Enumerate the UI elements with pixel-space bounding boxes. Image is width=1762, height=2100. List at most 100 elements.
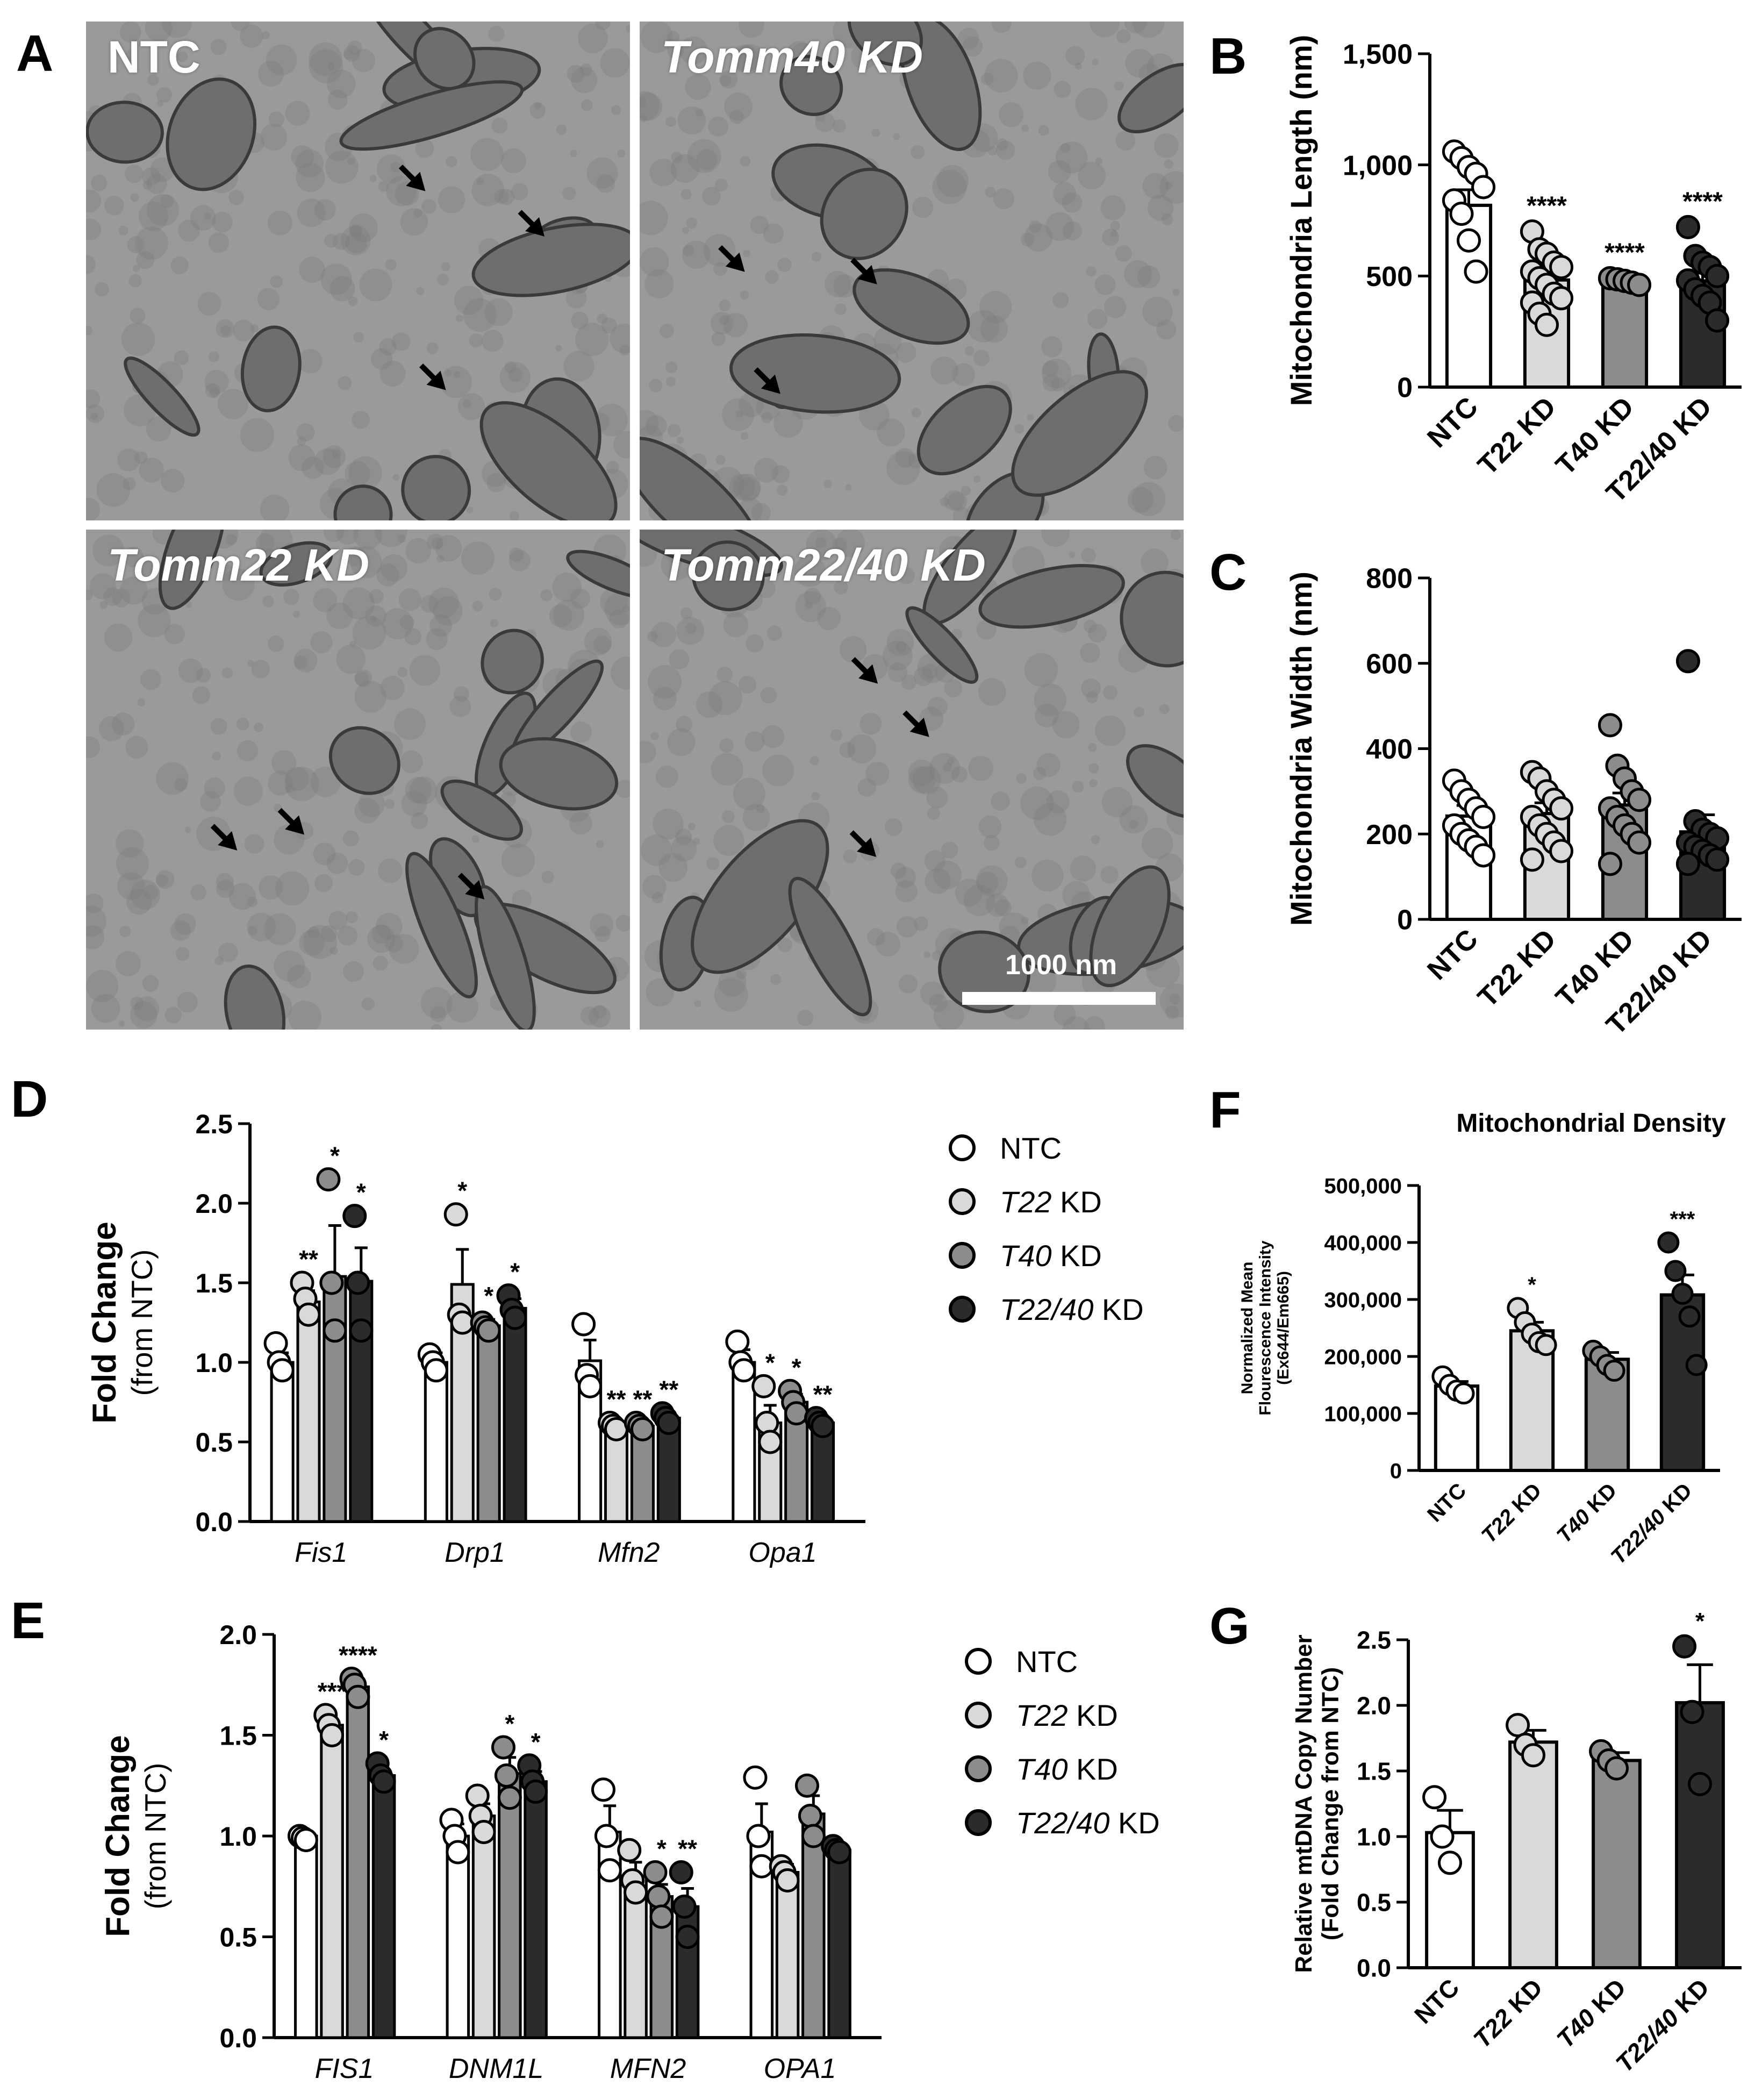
- significance-label: *: [1528, 1273, 1536, 1297]
- texture-blob: [127, 236, 145, 254]
- texture-blob: [104, 196, 124, 216]
- texture-blob: [86, 326, 93, 335]
- texture-blob: [976, 865, 1008, 897]
- texture-blob: [896, 342, 916, 363]
- micrograph-label-tomm22-kd: Tomm22 KD: [108, 540, 369, 590]
- texture-blob: [999, 912, 1029, 942]
- significance-label: **: [299, 1245, 318, 1273]
- texture-blob: [1094, 274, 1116, 296]
- data-point: [1664, 1260, 1687, 1282]
- texture-blob: [240, 418, 275, 452]
- texture-blob: [1088, 763, 1099, 774]
- data-point: [1605, 1756, 1629, 1781]
- texture-blob: [358, 790, 385, 818]
- texture-blob: [103, 587, 122, 606]
- texture-blob: [389, 934, 419, 964]
- arrow-head-icon: [465, 880, 485, 899]
- texture-blob: [595, 404, 628, 437]
- texture-blob: [944, 679, 963, 698]
- data-point: [725, 1330, 750, 1354]
- texture-blob: [733, 473, 761, 502]
- texture-blob: [1125, 48, 1155, 78]
- texture-blob: [1034, 803, 1067, 836]
- texture-blob: [640, 97, 647, 109]
- texture-blob: [600, 48, 630, 78]
- texture-blob: [139, 458, 164, 483]
- texture-blob: [647, 631, 658, 642]
- texture-blob: [609, 609, 629, 628]
- texture-blob: [913, 666, 934, 687]
- texture-blob: [345, 461, 370, 487]
- data-point: [656, 1410, 681, 1435]
- bar: [323, 1275, 347, 1523]
- texture-blob: [438, 186, 465, 213]
- texture-blob: [463, 298, 497, 332]
- texture-blob: [682, 240, 711, 269]
- texture-blob: [845, 484, 852, 491]
- texture-blob: [405, 538, 431, 564]
- texture-blob: [1016, 773, 1027, 784]
- texture-blob: [595, 22, 611, 30]
- texture-blob: [1147, 195, 1174, 221]
- arrow-head-icon: [218, 831, 238, 851]
- texture-blob: [1095, 715, 1126, 746]
- panel-letter-e: E: [11, 1592, 46, 1649]
- texture-blob: [776, 484, 788, 496]
- texture-blob: [1036, 753, 1061, 777]
- data-point: [784, 1401, 809, 1426]
- data-point: [270, 1358, 295, 1383]
- data-point: [323, 1318, 347, 1343]
- texture-blob: [313, 842, 336, 866]
- texture-blob: [665, 116, 676, 127]
- texture-blob: [1041, 336, 1063, 358]
- bar: [810, 1421, 835, 1523]
- texture-blob: [908, 766, 936, 794]
- texture-blob: [1080, 642, 1100, 663]
- texture-blob: [677, 106, 706, 135]
- texture-blob: [86, 905, 106, 937]
- texture-blob: [340, 225, 371, 256]
- texture-blob: [694, 999, 701, 1008]
- texture-blob: [794, 555, 826, 587]
- y-axis-label: Mitochondria Width (nm): [1284, 572, 1318, 926]
- texture-blob: [676, 436, 684, 444]
- texture-blob: [146, 416, 171, 442]
- texture-blob: [761, 725, 785, 748]
- texture-blob: [665, 377, 676, 387]
- texture-blob: [130, 1001, 157, 1028]
- mitochondrion: [474, 885, 536, 1030]
- mitochondrion: [405, 852, 478, 998]
- texture-blob: [910, 145, 925, 159]
- texture-blob: [951, 766, 968, 783]
- texture-blob: [857, 778, 876, 797]
- texture-blob: [86, 218, 101, 240]
- texture-blob: [660, 324, 674, 338]
- data-point: [1705, 308, 1730, 333]
- micrograph-tomm22-kd: Tomm22 KD: [86, 530, 630, 1030]
- texture-blob: [446, 991, 478, 1023]
- mitochondrion: [1089, 865, 1171, 988]
- texture-blob: [140, 669, 161, 690]
- texture-blob: [1052, 182, 1076, 205]
- texture-blob: [806, 530, 837, 561]
- texture-blob: [896, 641, 907, 653]
- texture-blob: [446, 156, 457, 168]
- texture-blob: [693, 838, 700, 845]
- significance-label: **: [678, 1835, 697, 1863]
- texture-blob: [667, 42, 684, 59]
- data-point: [1520, 847, 1544, 872]
- texture-blob: [144, 884, 159, 900]
- texture-blob: [742, 804, 770, 831]
- texture-blob: [285, 101, 310, 126]
- texture-blob: [1115, 130, 1136, 151]
- texture-blob: [715, 455, 726, 465]
- texture-blob: [262, 595, 274, 608]
- texture-blob: [349, 640, 357, 648]
- significance-label: *: [457, 1177, 467, 1205]
- data-point: [1680, 1699, 1704, 1724]
- texture-blob: [150, 157, 175, 182]
- texture-blob: [222, 568, 255, 601]
- y-tick-label: 1.5: [195, 1268, 233, 1298]
- texture-blob: [552, 572, 582, 602]
- texture-blob: [596, 840, 604, 848]
